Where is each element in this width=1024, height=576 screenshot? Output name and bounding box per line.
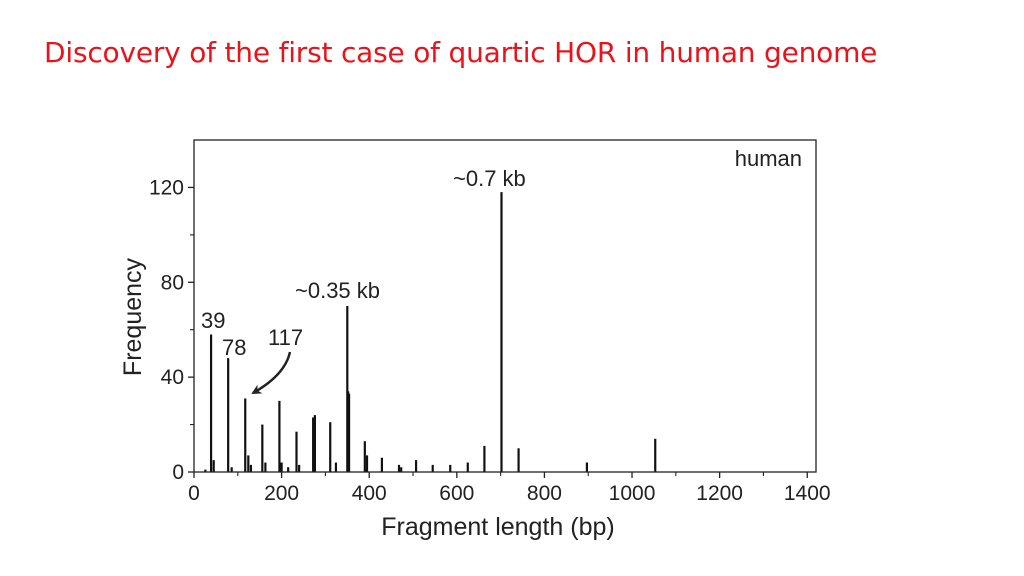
x-tick-label: 200	[264, 482, 299, 505]
y-tick-label: 40	[161, 366, 184, 389]
x-tick-label: 400	[352, 482, 387, 505]
annotation-39: 39	[201, 308, 225, 333]
legend-label: human	[735, 146, 802, 171]
annotation-0-7-kb: ~0.7 kb	[453, 166, 526, 191]
annotation-0-35-kb: ~0.35 kb	[295, 278, 380, 303]
slide-title: Discovery of the first case of quartic H…	[44, 36, 878, 69]
x-tick-label: 800	[527, 482, 562, 505]
x-tick-label: 600	[439, 482, 474, 505]
x-tick-label: 1000	[609, 482, 656, 505]
x-tick-label: 1200	[696, 482, 743, 505]
annotation-78: 78	[222, 335, 246, 360]
annotation-117-arrow	[251, 351, 292, 395]
plot-frame	[193, 139, 817, 473]
y-tick-label: 0	[172, 461, 184, 484]
y-tick-label: 80	[161, 271, 184, 294]
bars-group	[204, 192, 657, 472]
x-axis: 0 200 400 600 800 1000 1200 1400	[188, 472, 831, 505]
x-axis-label: Fragment length (bp)	[381, 513, 614, 541]
y-axis: 0 40 80 120	[149, 176, 194, 484]
x-tick-label: 0	[188, 482, 200, 505]
x-tick-label: 1400	[784, 482, 831, 505]
y-tick-label: 120	[149, 176, 184, 199]
y-axis-label: Frequency	[119, 257, 147, 376]
annotation-117: 117	[268, 325, 303, 350]
